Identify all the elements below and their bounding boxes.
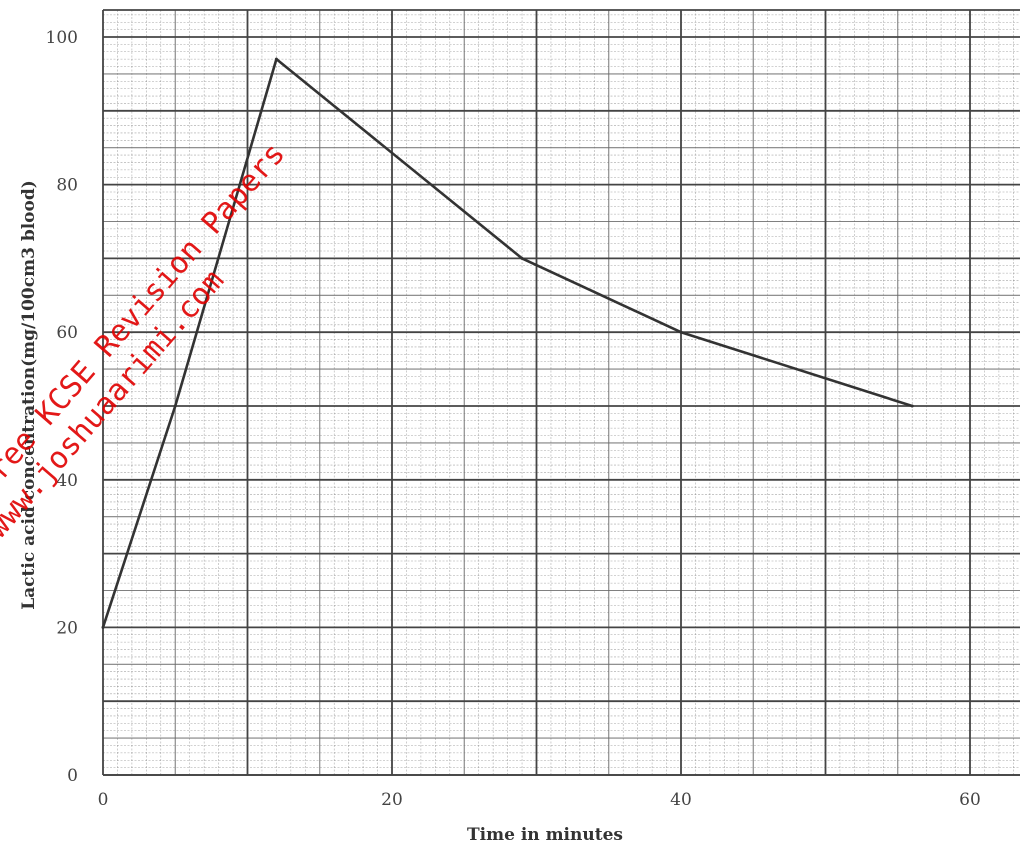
y-tick-label: 100 bbox=[46, 28, 78, 48]
grid-major bbox=[102, 9, 1020, 776]
series-line bbox=[101, 57, 914, 629]
data-point bbox=[173, 404, 177, 408]
y-tick-label: 60 bbox=[56, 323, 78, 343]
x-axis-label: Time in minutes bbox=[467, 825, 623, 845]
x-tick-label: 40 bbox=[670, 790, 692, 810]
data-point bbox=[910, 404, 914, 408]
grid-minor bbox=[102, 10, 1020, 776]
x-tick-label: 20 bbox=[381, 790, 403, 810]
x-tick-label: 60 bbox=[959, 790, 981, 810]
axis-ticks: 0 20 40 60 0 20 40 60 80 100 bbox=[46, 28, 981, 810]
y-tick-label: 20 bbox=[56, 618, 78, 638]
y-tick-label: 40 bbox=[56, 471, 78, 491]
data-point bbox=[520, 256, 524, 260]
y-axis-label: Lactic acid concentration(mg/100cm3 bloo… bbox=[19, 180, 39, 610]
x-tick-label: 0 bbox=[98, 790, 109, 810]
y-tick-label: 0 bbox=[67, 766, 78, 786]
data-series bbox=[101, 57, 914, 629]
data-point bbox=[101, 625, 105, 629]
data-point bbox=[679, 330, 683, 334]
y-tick-label: 80 bbox=[56, 176, 78, 196]
data-point bbox=[274, 57, 278, 61]
